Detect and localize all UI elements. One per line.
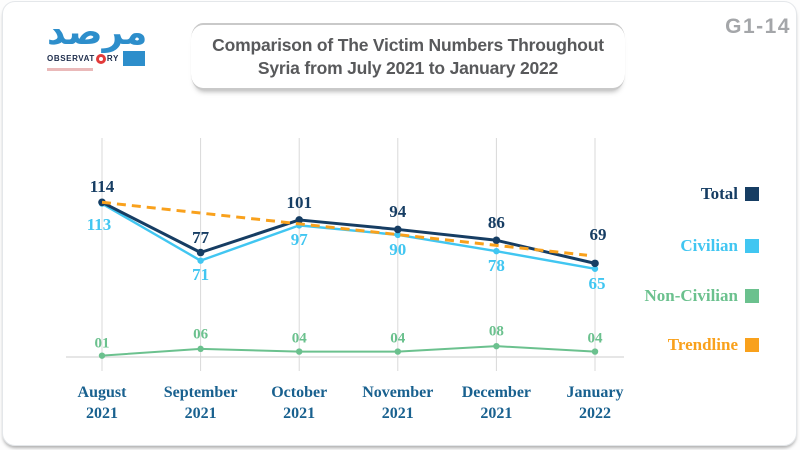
logo-red-circle-icon xyxy=(95,53,106,64)
x-axis-label: August 2021 xyxy=(77,384,127,422)
logo-arabic-text: مرصد xyxy=(47,12,148,53)
civilian-value-label: 113 xyxy=(86,214,112,234)
x-axis-label: December 2021 xyxy=(461,384,532,422)
non-civilian-line xyxy=(101,345,596,357)
total-point xyxy=(196,248,205,257)
total-value-label: 69 xyxy=(589,225,607,245)
legend-item-civilian: Civilian xyxy=(560,235,759,257)
legend-swatch xyxy=(745,289,759,303)
civilian-point xyxy=(591,265,599,272)
total-line xyxy=(100,200,597,265)
x-axis-label: September 2021 xyxy=(163,384,238,422)
chart-title-line2: Syria from July 2021 to January 2022 xyxy=(257,57,559,78)
non-civilian-value-label: 01 xyxy=(94,335,110,352)
x-axis-label: October 2021 xyxy=(271,384,328,422)
legend-item-trendline: Trendline xyxy=(560,334,759,356)
non-civilian-point xyxy=(493,342,500,350)
total-value-label: 77 xyxy=(192,227,210,247)
logo-wordmark-row: OBSERVAT RY xyxy=(47,51,147,66)
non-civilian-value-label: 04 xyxy=(587,330,603,347)
total-value-label: 94 xyxy=(389,202,407,222)
x-axis-label: January 2022 xyxy=(566,384,624,422)
legend-label: Trendline xyxy=(667,335,738,354)
legend-label: Total xyxy=(700,184,738,203)
x-axis-label: November 2021 xyxy=(362,384,434,422)
legend-swatch xyxy=(745,187,759,201)
civilian-line xyxy=(100,202,597,270)
total-value-label: 101 xyxy=(286,192,312,212)
logo-wordmark-right: RY xyxy=(106,54,119,63)
non-civilian-value-label: 08 xyxy=(488,323,504,340)
civilian-point xyxy=(493,247,500,255)
logo-wordmark-left: OBSERVAT xyxy=(47,54,95,63)
legend-swatch xyxy=(745,338,759,352)
trendline xyxy=(101,200,588,257)
total-value-label: 86 xyxy=(487,213,505,233)
chart-title-banner: Comparison of The Victim Numbers Through… xyxy=(191,23,625,90)
total-point xyxy=(591,259,599,268)
civilian-value-label: 97 xyxy=(290,230,308,250)
legend-label: Non-Civilian xyxy=(644,286,738,305)
legend-swatch xyxy=(745,239,759,253)
non-civilian-point xyxy=(591,348,599,355)
non-civilian-point xyxy=(197,345,204,353)
legend-label: Civilian xyxy=(680,236,738,255)
civilian-value-label: 90 xyxy=(389,239,407,259)
civilian-value-label: 78 xyxy=(487,256,505,276)
legend-item-total: Total xyxy=(560,183,759,205)
page-code: G1-14 xyxy=(725,15,791,38)
observatory-logo: مرصد OBSERVAT RY xyxy=(47,12,147,71)
non-civilian-value-label: 04 xyxy=(390,330,406,347)
total-point xyxy=(295,216,304,224)
total-point xyxy=(394,225,402,234)
non-civilian-value-label: 06 xyxy=(193,326,209,343)
non-civilian-point xyxy=(394,348,401,355)
non-civilian-point xyxy=(98,352,106,359)
non-civilian-point xyxy=(296,348,303,355)
chart-title-line1: Comparison of The Victim Numbers Through… xyxy=(212,34,604,55)
logo-subtext xyxy=(47,68,93,71)
non-civilian-value-label: 04 xyxy=(291,330,307,347)
civilian-value-label: 65 xyxy=(588,273,606,293)
civilian-point xyxy=(197,257,204,264)
total-value-label: 114 xyxy=(89,177,115,197)
legend-item-non-civilian: Non-Civilian xyxy=(560,285,759,307)
civilian-point xyxy=(394,231,401,239)
civilian-value-label: 71 xyxy=(192,264,210,284)
total-point xyxy=(492,236,501,245)
logo-badge xyxy=(122,51,145,66)
